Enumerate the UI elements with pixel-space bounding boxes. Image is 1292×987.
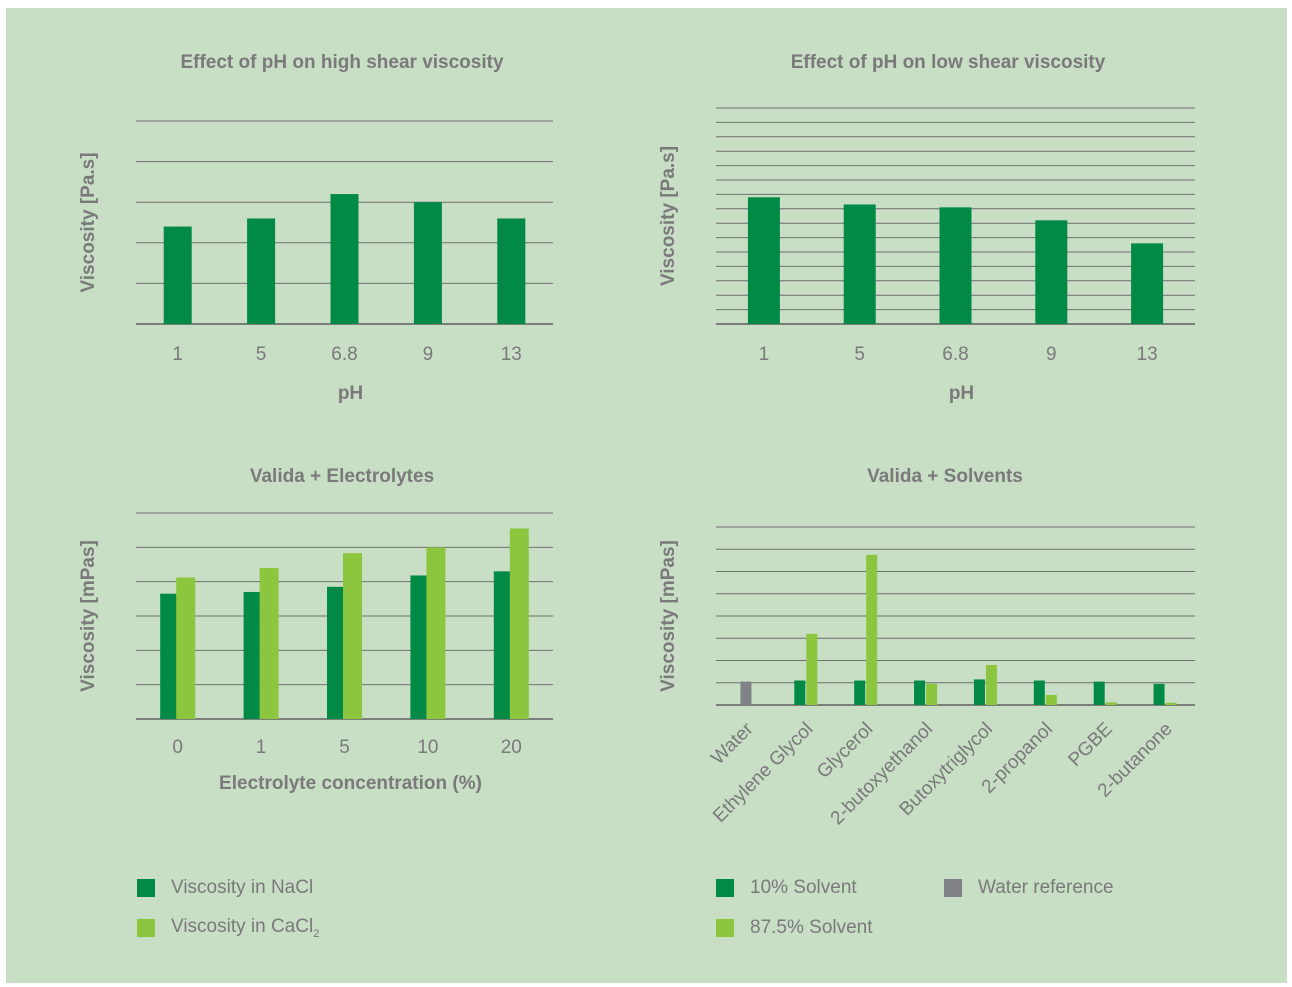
chart1-tick-13: 13	[501, 344, 522, 365]
chart2-y-axis-label: Viscosity [Pa.s]	[658, 146, 679, 286]
chart3-bar-0-s2	[176, 577, 196, 719]
legend-item-10pct: 10% Solvent	[716, 877, 873, 898]
chart1-tick-6-8: 6.8	[331, 344, 357, 365]
chart4-bar-2-butanone-s1	[1153, 683, 1165, 705]
legend-swatch-875pct	[716, 919, 734, 937]
legend-item-875pct: 87.5% Solvent	[716, 917, 873, 938]
chart4-bar-pgbe-s1	[1093, 681, 1105, 705]
chart4-bar-2-propanol-s2	[1045, 694, 1057, 705]
chart2-bar-1-s1	[747, 197, 780, 324]
electrolytes-legend: Viscosity in NaCl Viscosity in CaCl2	[137, 877, 320, 940]
chart1-bar-1-s1	[163, 226, 192, 324]
chart4-bar-ethylene-glycol-s1	[794, 680, 806, 705]
figure-panel	[6, 8, 1287, 983]
solvents-legend: 10% Solvent 87.5% Solvent	[716, 877, 873, 938]
chart2-tick-13: 13	[1137, 344, 1158, 365]
legend-item-water-ref: Water reference	[944, 877, 1114, 898]
chart3-bar-10-s1	[410, 575, 430, 719]
legend-item-nacl: Viscosity in NaCl	[137, 877, 319, 898]
chart3-tick-0: 0	[172, 737, 183, 758]
chart1-bar-9-s1	[413, 202, 442, 324]
legend-swatch-nacl	[137, 879, 155, 897]
chart4-bar-2-butoxyethanol-s1	[914, 680, 926, 705]
chart2-tick-1: 1	[759, 344, 770, 365]
chart3-bar-20-s1	[493, 571, 513, 719]
chart3-bar-5-s1	[327, 586, 346, 719]
chart2-title: Effect of pH on low shear viscosity	[791, 52, 1106, 73]
chart4-bar-2-butoxyethanol-s2	[926, 683, 938, 705]
chart3-bar-0-s1	[160, 593, 180, 719]
chart4-y-axis-label: Viscosity [mPas]	[658, 540, 679, 692]
chart2-bar-13-s1	[1131, 243, 1164, 324]
chart4-bar-butoxytriglycol-s1	[973, 679, 985, 705]
chart4-tick-2-butoxyethanol: 2-butoxyethanol	[827, 719, 937, 829]
chart4-bar-butoxytriglycol-s2	[985, 664, 997, 705]
chart1-x-axis-label: pH	[338, 383, 363, 404]
chart3-y-axis-label: Viscosity [mPas]	[78, 540, 99, 692]
chart3-bar-1-s1	[243, 591, 263, 719]
chart3-tick-5: 5	[339, 737, 350, 758]
chart3-x-axis-label: Electrolyte concentration (%)	[219, 773, 482, 794]
legend-label-875pct: 87.5% Solvent	[750, 917, 873, 938]
solvents-legend-water: Water reference	[944, 877, 1114, 898]
legend-label-10pct: 10% Solvent	[750, 877, 857, 898]
chart2-tick-6-8: 6.8	[942, 344, 968, 365]
chart3-bar-5-s2	[343, 553, 362, 719]
chart2-tick-9: 9	[1046, 344, 1057, 365]
chart4-title: Valida + Solvents	[867, 466, 1023, 487]
chart4-bar-glycerol-s2	[866, 554, 878, 705]
chart3-title: Valida + Electrolytes	[250, 466, 434, 487]
legend-label-cacl2: Viscosity in CaCl2	[171, 916, 320, 940]
chart4-bar-water-s3	[740, 681, 752, 705]
chart2-bar-5-s1	[843, 204, 876, 324]
chart4-bar-2-butanone-s2	[1165, 702, 1177, 705]
chart1-tick-9: 9	[423, 344, 434, 365]
chart4-bar-ethylene-glycol-s2	[806, 633, 818, 705]
chart4-tick-water: Water	[707, 718, 758, 769]
chart3-bar-10-s2	[426, 547, 446, 719]
chart1-y-axis-label: Viscosity [Pa.s]	[78, 152, 99, 292]
chart3-bar-1-s2	[259, 567, 279, 719]
legend-item-cacl2: Viscosity in CaCl2	[137, 916, 320, 940]
legend-swatch-10pct	[716, 879, 734, 897]
chart3-bar-20-s2	[509, 528, 529, 719]
chart2-x-axis-label: pH	[949, 383, 974, 404]
legend-label-water-ref: Water reference	[978, 877, 1114, 898]
chart3-tick-10: 10	[417, 737, 438, 758]
legend-label-nacl: Viscosity in NaCl	[171, 877, 314, 898]
chart1-bar-5-s1	[247, 218, 276, 324]
legend-swatch-water-ref	[944, 879, 962, 897]
chart1-title: Effect of pH on high shear viscosity	[180, 52, 503, 73]
chart2-bar-6-8-s1	[939, 207, 972, 324]
chart4-bar-glycerol-s1	[854, 680, 866, 705]
chart1-bar-6-8-s1	[330, 194, 359, 324]
chart3-tick-20: 20	[501, 737, 522, 758]
chart1-bar-13-s1	[497, 218, 526, 324]
chart2-bar-9-s1	[1035, 220, 1068, 324]
chart3-tick-1: 1	[256, 737, 267, 758]
chart1-tick-5: 5	[256, 344, 267, 365]
chart4-tick-pgbe: PGBE	[1065, 719, 1117, 771]
legend-swatch-cacl2	[137, 919, 155, 937]
chart1-tick-1: 1	[172, 344, 183, 365]
chart2-tick-5: 5	[854, 344, 865, 365]
chart4-bar-pgbe-s2	[1105, 702, 1117, 705]
chart4-bar-2-propanol-s1	[1033, 680, 1045, 705]
